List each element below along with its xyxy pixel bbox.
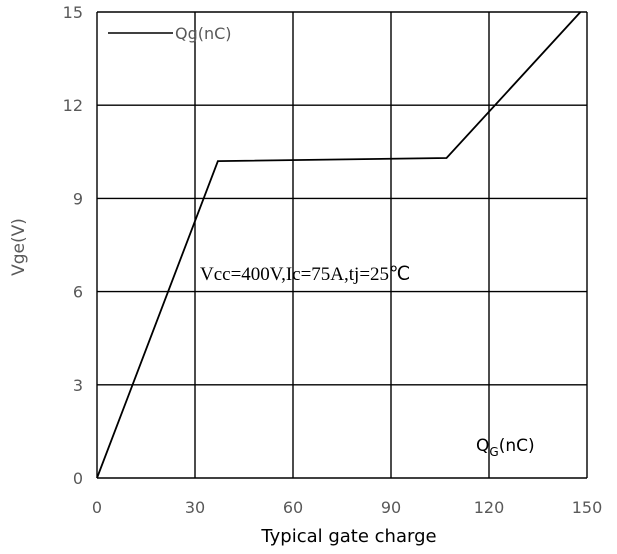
qg-label-rest: (nC)	[499, 436, 535, 456]
x-tick-labels: 0 30 60 90 120 150	[92, 498, 602, 517]
test-condition-annotation: Vcc=400V,Ic=75A,tj=25℃	[200, 264, 410, 285]
legend: Qg(nC)	[108, 24, 232, 43]
x-axis-title: Typical gate charge	[260, 526, 436, 547]
x-tick-label-2: 60	[283, 498, 303, 517]
y-tick-label-1: 3	[73, 376, 83, 395]
qg-axis-label: QG(nC)	[476, 436, 535, 459]
y-tick-labels: 0 3 6 9 12 15	[63, 3, 83, 488]
qg-label-main: Q	[476, 436, 489, 456]
x-tick-label-0: 0	[92, 498, 102, 517]
series-line-0	[96, 11, 582, 479]
qg-label-sub: G	[489, 445, 498, 459]
series-layer	[96, 11, 582, 479]
x-tick-label-5: 150	[572, 498, 603, 517]
x-tick-label-1: 30	[185, 498, 205, 517]
y-tick-label-3: 9	[73, 189, 83, 208]
grid	[96, 11, 588, 479]
y-tick-label-5: 15	[63, 3, 83, 22]
x-tick-label-3: 90	[381, 498, 401, 517]
y-axis-title: Vge(V)	[9, 218, 29, 276]
legend-label: Qg(nC)	[175, 24, 232, 43]
x-tick-label-4: 120	[474, 498, 505, 517]
y-tick-label-4: 12	[63, 96, 83, 115]
y-tick-label-0: 0	[73, 469, 83, 488]
y-tick-label-2: 6	[73, 283, 83, 302]
